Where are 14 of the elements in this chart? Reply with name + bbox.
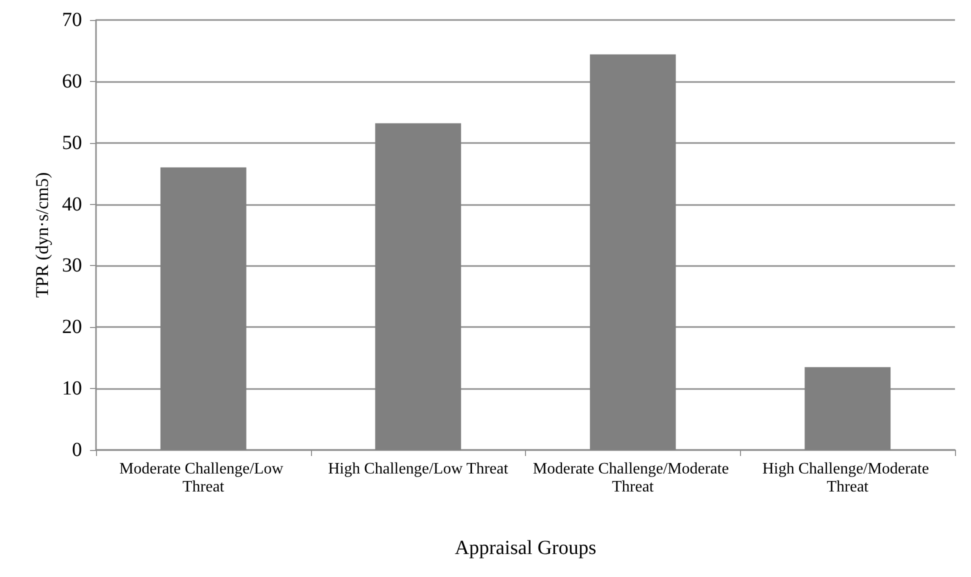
x-axis-title: Appraisal Groups — [454, 537, 597, 559]
y-tick-label: 10 — [62, 378, 82, 400]
y-tick-label: 0 — [72, 439, 82, 461]
y-tick-label: 70 — [62, 9, 82, 31]
y-tick-label: 20 — [62, 316, 82, 338]
x-tick-label: High Challenge/Moderate Threat — [762, 460, 933, 496]
y-tick-label: 30 — [62, 254, 82, 277]
x-tick-label: High Challenge/Low Threat — [328, 460, 509, 478]
x-tick-label: Moderate Challenge/Low Threat — [119, 460, 288, 496]
y-axis-title: TPR (dyn·s/cm5) — [32, 172, 52, 298]
y-tick-label: 40 — [62, 193, 82, 216]
y-tick-label: 50 — [62, 132, 82, 154]
y-tick-label: 60 — [62, 70, 82, 92]
x-tick-label: Moderate Challenge/Moderate Threat — [532, 460, 733, 496]
